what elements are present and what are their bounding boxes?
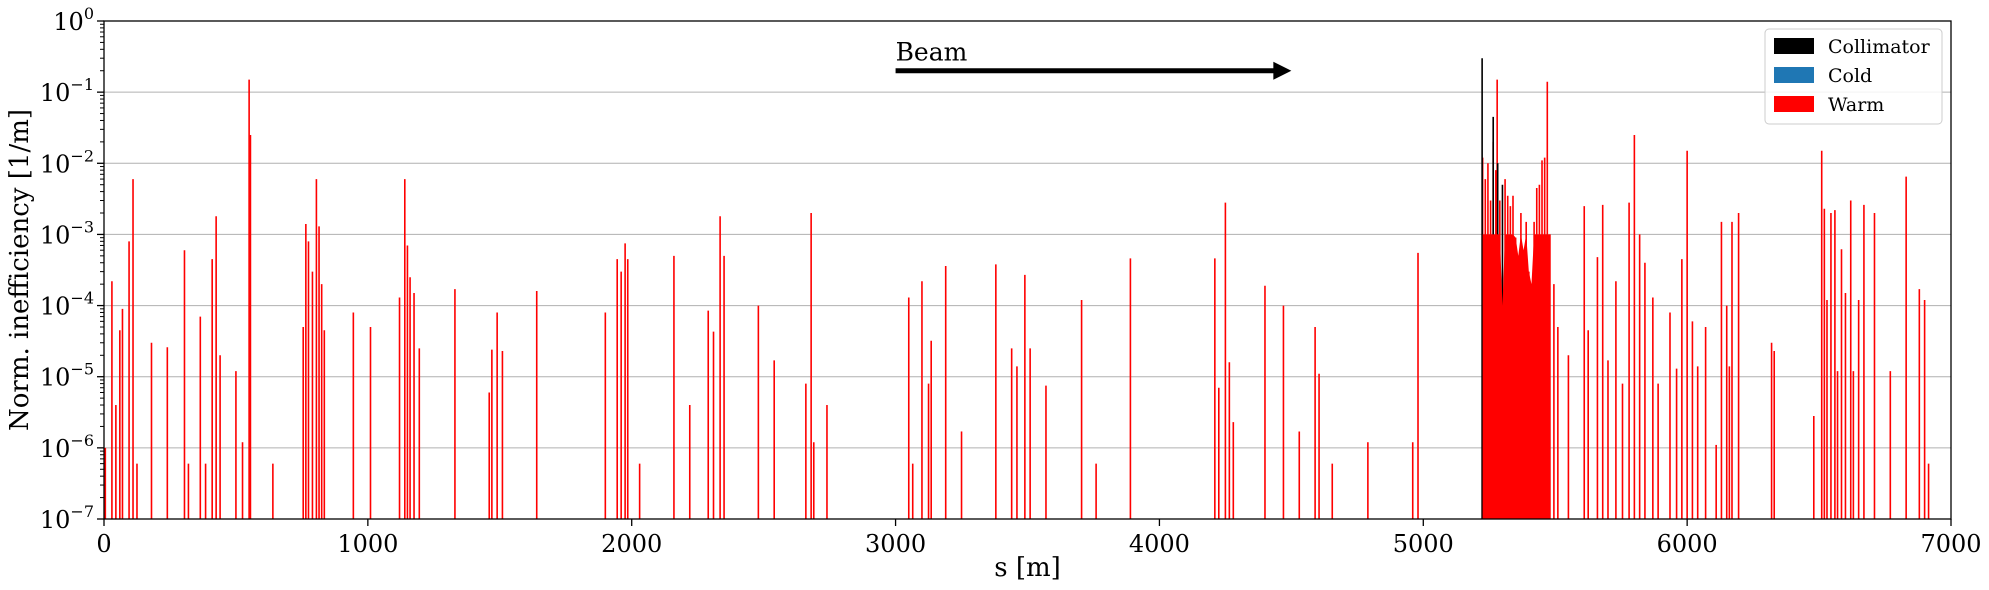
- y-axis-label: Norm. inefficiency [1/m]: [5, 109, 35, 431]
- legend-label: Warm: [1828, 94, 1884, 116]
- legend-swatch: [1774, 38, 1814, 54]
- legend-swatch: [1774, 96, 1814, 112]
- x-tick-label: 1000: [337, 530, 398, 558]
- x-tick-label: 2000: [601, 530, 662, 558]
- x-tick-label: 6000: [1657, 530, 1718, 558]
- legend-swatch: [1774, 67, 1814, 83]
- beam-arrow-head: [1273, 61, 1292, 80]
- beam-annotation: Beam: [895, 38, 1292, 80]
- y-tick-label: 10−6: [40, 431, 94, 463]
- y-axis-ticks: 10−7 10−6 10−5 10−4 10−3 10−2 10−1 100: [40, 4, 104, 534]
- legend-label: Collimator: [1828, 36, 1931, 58]
- x-axis-ticks: 0 1000 2000 3000 4000 5000 6000 7000: [96, 519, 1982, 558]
- y-tick-label: 10−3: [40, 217, 94, 249]
- y-tick-label: 10−2: [40, 146, 94, 178]
- legend: Collimator Cold Warm: [1764, 28, 1943, 125]
- loss-band-warm: [1482, 234, 1550, 519]
- x-tick-label: 7000: [1920, 530, 1981, 558]
- y-tick-label: 10−5: [40, 360, 94, 392]
- x-axis-label: s [m]: [994, 553, 1061, 583]
- legend-label: Cold: [1828, 65, 1872, 87]
- y-tick-label: 10−4: [40, 289, 94, 321]
- loss-bars: [104, 58, 1930, 519]
- plot-frame: [103, 20, 1952, 520]
- x-tick-label: 5000: [1393, 530, 1454, 558]
- x-tick-label: 3000: [865, 530, 926, 558]
- beam-label: Beam: [896, 38, 968, 67]
- y-tick-label: 10−7: [40, 502, 94, 534]
- y-tick-label: 100: [53, 4, 94, 36]
- y-gridlines: [104, 20, 1951, 520]
- x-tick-label: 4000: [1129, 530, 1190, 558]
- x-tick-label: 0: [96, 530, 111, 558]
- y-tick-label: 10−1: [40, 75, 94, 107]
